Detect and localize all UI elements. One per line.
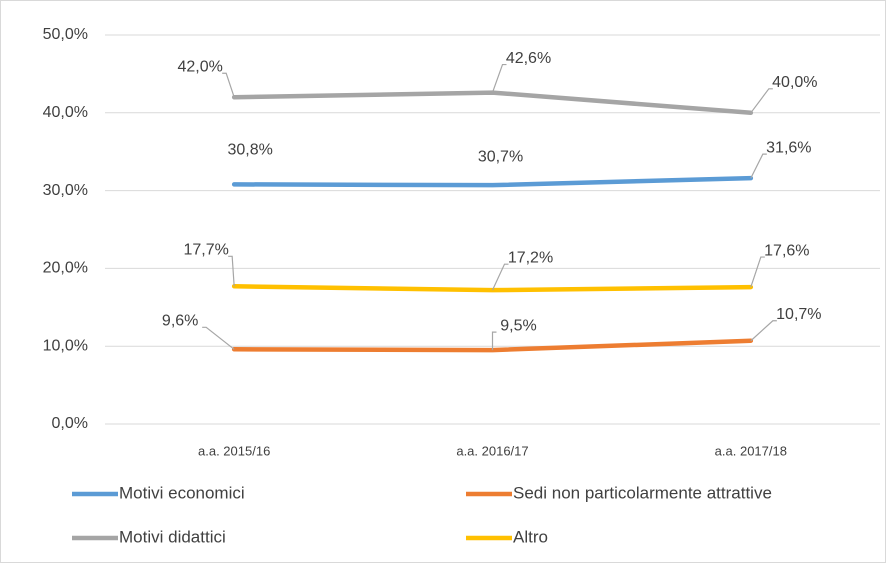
data-label: 42,0% [177, 58, 222, 75]
y-tick-label: 30,0% [43, 182, 88, 199]
leader-line [750, 88, 773, 114]
y-tick-label: 20,0% [43, 260, 88, 277]
data-label: 31,6% [766, 139, 811, 156]
data-label: 9,6% [162, 313, 198, 330]
legend-label: Sedi non particolarmente attrattive [513, 483, 772, 502]
data-label: 10,7% [776, 306, 821, 323]
data-label: 17,6% [764, 242, 809, 259]
data-label: 42,6% [506, 50, 551, 67]
y-tick-label: 50,0% [43, 26, 88, 43]
data-label: 17,7% [183, 242, 228, 259]
x-tick-label: a.a. 2016/17 [456, 443, 528, 458]
data-label: 30,7% [478, 148, 523, 165]
data-label: 17,2% [508, 249, 553, 266]
data-label: 9,5% [500, 317, 536, 334]
leader-line [750, 153, 767, 179]
leader-line [491, 263, 509, 291]
leader-line [750, 320, 777, 342]
x-tick-label: a.a. 2015/16 [198, 443, 270, 458]
legend-label: Motivi economici [119, 483, 245, 502]
leader-line [222, 72, 235, 98]
legend-label: Motivi didattici [119, 527, 226, 546]
y-tick-label: 40,0% [43, 104, 88, 121]
leader-line [491, 63, 507, 93]
x-tick-label: a.a. 2017/18 [715, 443, 787, 458]
leader-line [228, 255, 235, 287]
y-tick-label: 0,0% [52, 415, 88, 432]
leader-line [202, 326, 235, 350]
series-line [231, 175, 754, 188]
data-label: 30,8% [227, 142, 272, 159]
leader-line [491, 331, 497, 351]
data-label: 40,0% [772, 74, 817, 91]
legend-label: Altro [513, 527, 548, 546]
y-tick-label: 10,0% [43, 337, 88, 354]
leader-line [750, 256, 765, 288]
